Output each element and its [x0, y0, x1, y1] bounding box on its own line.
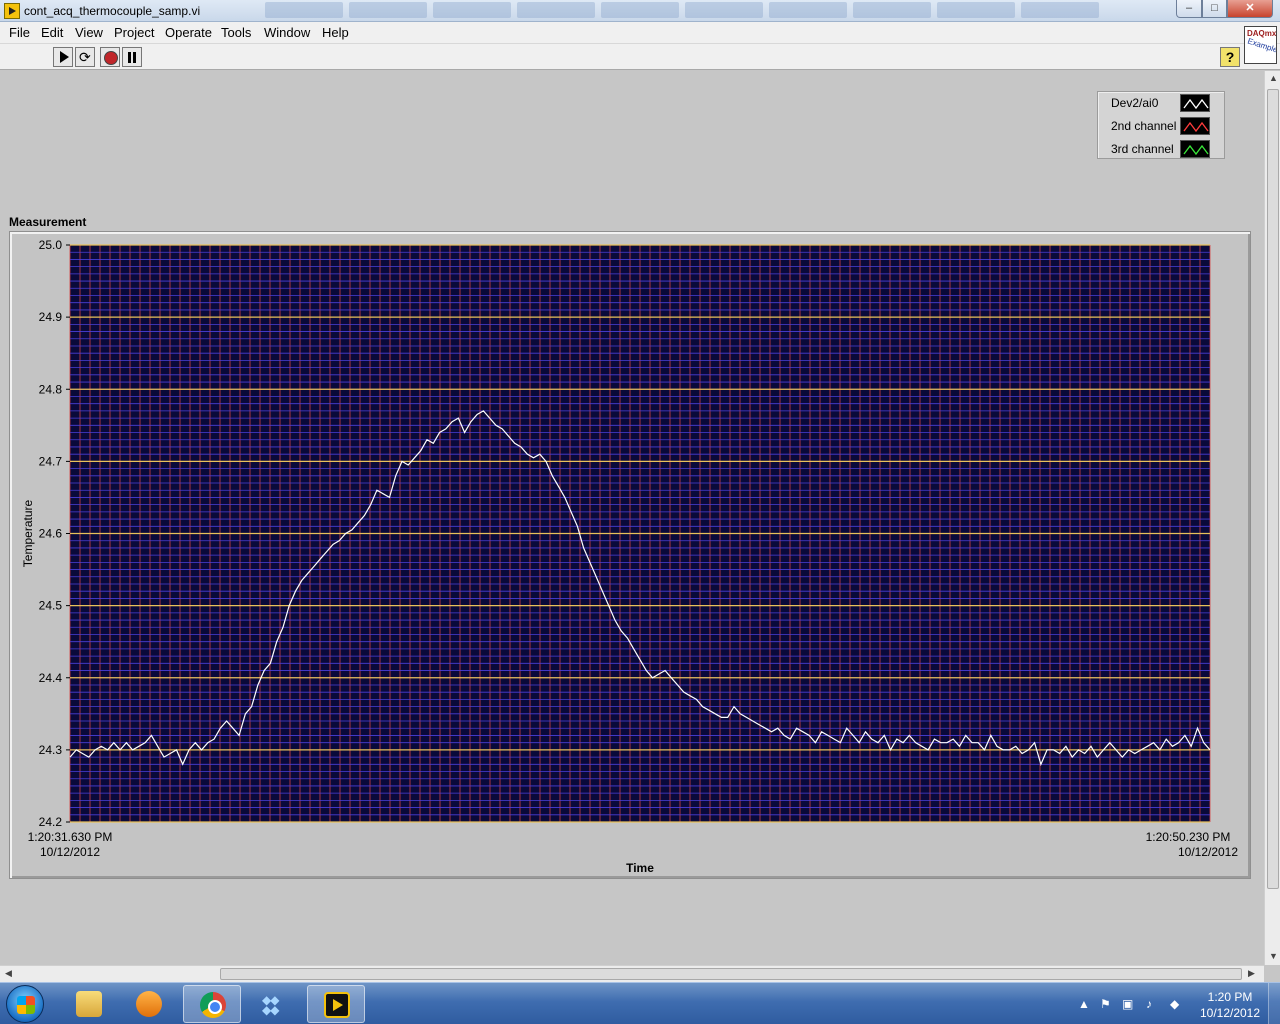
menu-operate[interactable]: Operate [165, 25, 212, 40]
legend-swatch [1180, 94, 1210, 112]
vertical-scrollbar[interactable]: ▲ ▼ [1264, 71, 1280, 965]
vertical-scroll-thumb[interactable] [1267, 89, 1279, 889]
minimize-button[interactable]: – [1176, 0, 1202, 18]
y-tick-label: 24.9 [39, 310, 63, 324]
abort-icon[interactable] [100, 47, 120, 67]
grid-lines [69, 244, 1211, 823]
legend-line-icon [1183, 98, 1209, 110]
legend-label: Dev2/ai0 [1111, 96, 1159, 110]
y-tick-label: 24.7 [39, 454, 63, 468]
legend-item-dev2-ai0[interactable]: Dev2/ai0 [1098, 93, 1224, 115]
labview-icon [324, 992, 350, 1018]
series-line-0 [69, 410, 1211, 767]
menu-tools[interactable]: Tools [221, 25, 252, 40]
system-tray: ▲ ⚑ ▣ ♪ ◆ [1072, 983, 1192, 1024]
chart-title: Measurement [9, 215, 87, 229]
window-title: cont_acq_thermocouple_samp.vi [24, 4, 201, 18]
folder-icon [76, 991, 102, 1017]
legend-label: 3rd channel [1111, 142, 1174, 156]
x-tick-label-start-date: 10/12/2012 [40, 845, 100, 859]
dropbox-tray-icon[interactable]: ◆ [1170, 997, 1180, 1011]
show-hidden-icons-icon[interactable]: ▲ [1078, 997, 1090, 1011]
x-tick-label-end-date: 10/12/2012 [1178, 845, 1238, 859]
menu-window[interactable]: Window [264, 25, 311, 40]
legend-item-2nd-channel[interactable]: 2nd channel [1098, 116, 1224, 138]
legend-swatch [1180, 117, 1210, 135]
menu-file[interactable]: File [9, 25, 30, 40]
clock-time[interactable]: 1:20 PM [1207, 990, 1253, 1004]
legend-item-3rd-channel[interactable]: 3rd channel [1098, 139, 1224, 161]
network-icon[interactable]: ▣ [1122, 997, 1134, 1011]
y-tick-label: 24.5 [39, 599, 63, 613]
taskbar-windows-explorer[interactable] [60, 985, 118, 1023]
plot-legend[interactable]: Dev2/ai0 2nd channel 3rd channel [1097, 91, 1225, 159]
context-help-button[interactable]: ? [1220, 47, 1240, 67]
scroll-up-icon[interactable]: ▲ [1269, 73, 1278, 83]
y-axis-label: Temperature [21, 499, 35, 567]
menu-view[interactable]: View [75, 25, 103, 40]
show-desktop-button[interactable] [1268, 983, 1280, 1024]
x-tick-label-start-time: 1:20:31.630 PM [28, 830, 113, 844]
labview-vi-icon[interactable] [4, 3, 20, 19]
y-tick-label: 24.2 [39, 815, 63, 829]
start-button[interactable] [6, 985, 44, 1023]
menu-project[interactable]: Project [114, 25, 155, 40]
x-tick-label-end-time: 1:20:50.230 PM [1146, 830, 1231, 844]
horizontal-scrollbar[interactable]: ◀ ▶ [0, 965, 1264, 982]
dropbox-icon [262, 991, 288, 1017]
daqmx-example-logo: DAQmx Example [1244, 26, 1277, 64]
x-axis-label: Time [626, 861, 654, 875]
run-arrow-icon[interactable] [53, 47, 73, 67]
y-tick-label: 24.6 [39, 527, 63, 541]
chrome-icon [200, 992, 226, 1018]
menu-bar: File Edit View Project Operate Tools Win… [0, 22, 1280, 44]
y-tick-label: 24.4 [39, 671, 63, 685]
windows-taskbar: ▲ ⚑ ▣ ♪ ◆ 1:20 PM 10/12/2012 [0, 982, 1280, 1024]
logo-line-2: Example [1246, 36, 1277, 55]
clock-date[interactable]: 10/12/2012 [1199, 1006, 1261, 1020]
waveform-chart[interactable]: 25.0 24.9 24.8 24.7 24.6 24.5 24.4 24.3 24.2 Temp… [9, 231, 1251, 879]
scroll-right-icon[interactable]: ▶ [1248, 968, 1255, 978]
close-button[interactable]: ✕ [1227, 0, 1273, 18]
pause-icon[interactable] [122, 47, 142, 67]
horizontal-scroll-thumb[interactable] [220, 968, 1242, 980]
y-tick-label: 25.0 [39, 238, 63, 252]
y-tick-label: 24.8 [39, 382, 63, 396]
taskbar-media-player[interactable] [120, 985, 178, 1023]
media-player-icon [136, 991, 162, 1017]
scroll-left-icon[interactable]: ◀ [5, 968, 12, 978]
logo-line-1: DAQmx [1247, 29, 1277, 38]
menu-edit[interactable]: Edit [41, 25, 64, 40]
legend-line-icon [1183, 121, 1209, 133]
legend-line-icon [1183, 144, 1209, 156]
taskbar-chrome[interactable] [183, 985, 241, 1023]
maximize-button[interactable]: □ [1202, 0, 1227, 18]
legend-swatch [1180, 140, 1210, 158]
y-tick-label: 24.3 [39, 743, 63, 757]
volume-icon[interactable]: ♪ [1146, 997, 1152, 1011]
toolbar [0, 44, 1280, 70]
run-continuously-icon[interactable] [75, 47, 95, 67]
taskbar-dropbox[interactable] [246, 985, 304, 1023]
taskbar-labview[interactable] [307, 985, 365, 1023]
title-bar: cont_acq_thermocouple_samp.vi – □ ✕ [0, 0, 1280, 22]
menu-help[interactable]: Help [322, 25, 349, 40]
legend-label: 2nd channel [1111, 119, 1177, 133]
chart-svg: 25.0 24.9 24.8 24.7 24.6 24.5 24.4 24.3 24.2 Temp… [21, 238, 1238, 875]
background-window-tabs [265, 2, 1165, 20]
scroll-down-icon[interactable]: ▼ [1269, 951, 1278, 961]
action-center-flag-icon[interactable]: ⚑ [1100, 997, 1111, 1011]
